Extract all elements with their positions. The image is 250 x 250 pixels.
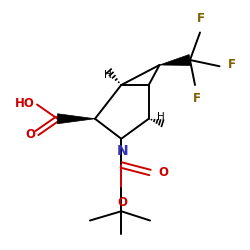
Text: HO: HO bbox=[15, 97, 35, 110]
Text: H: H bbox=[158, 112, 165, 122]
Text: N: N bbox=[117, 144, 128, 158]
Text: H: H bbox=[104, 70, 112, 81]
Text: F: F bbox=[193, 92, 201, 105]
Text: O: O bbox=[25, 128, 35, 141]
Polygon shape bbox=[160, 54, 191, 66]
Text: F: F bbox=[197, 12, 205, 26]
Text: O: O bbox=[118, 196, 128, 208]
Text: O: O bbox=[159, 166, 169, 178]
Text: F: F bbox=[228, 58, 235, 71]
Polygon shape bbox=[58, 114, 95, 124]
